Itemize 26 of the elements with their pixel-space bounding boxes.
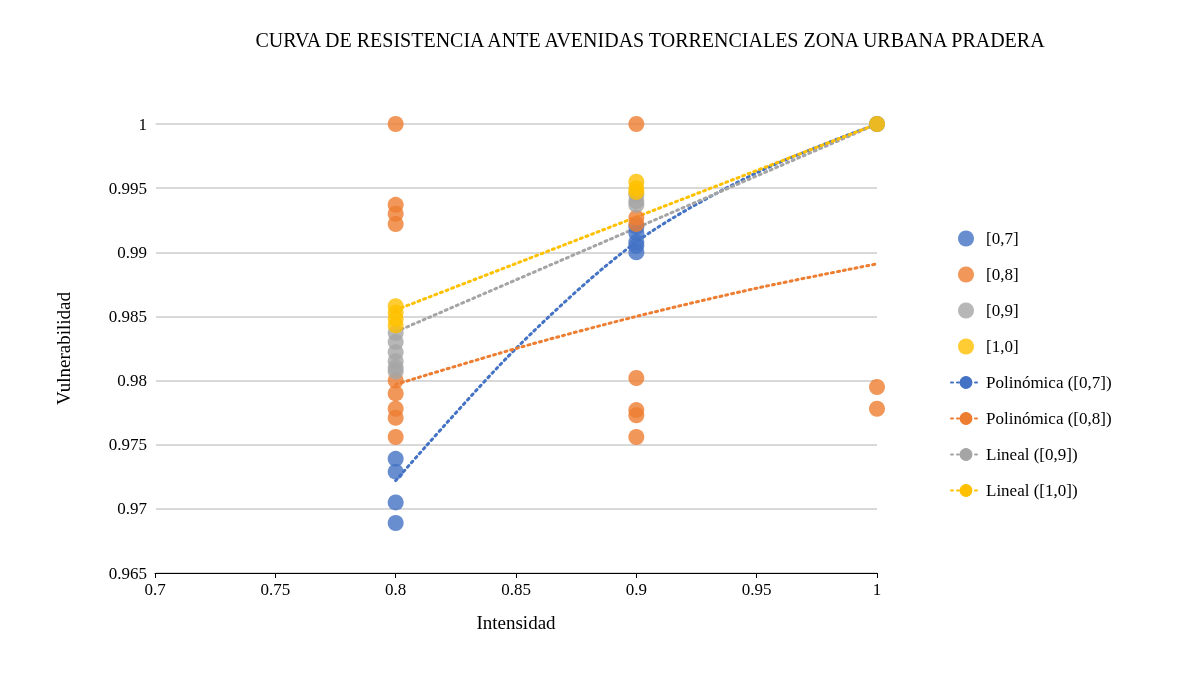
y-tick-label: 1 — [138, 114, 147, 134]
x-tick-label: 0.75 — [260, 580, 291, 599]
x-tick-label: 1 — [872, 580, 882, 599]
y-tick-label: 0.99 — [117, 242, 147, 262]
legend-label: Lineal ([1,0]) — [986, 481, 1078, 500]
legend-label: [0,9] — [986, 301, 1019, 320]
x-tick-label: 0.8 — [385, 580, 407, 599]
x-axis-title: Intensidad — [476, 612, 557, 633]
legend-label: Polinómica ([0,8]) — [986, 409, 1112, 428]
legend-label: Lineal ([0,9]) — [986, 445, 1078, 464]
x-tick-label: 0.9 — [625, 580, 647, 599]
y-tick-label: 0.975 — [108, 435, 147, 455]
legend-label: [0,7] — [986, 229, 1019, 248]
x-tick-label: 0.7 — [144, 580, 167, 599]
y-tick-label: 0.97 — [117, 499, 148, 519]
y-tick-label: 0.98 — [117, 371, 147, 391]
y-axis-title: Vulnerabilidad — [53, 291, 74, 405]
y-tick-label: 0.985 — [108, 306, 147, 326]
y-tick-label: 0.965 — [108, 563, 147, 583]
chart-title: CURVA DE RESISTENCIA ANTE AVENIDAS TORRENCIALES ZONA URBANA PRADERA — [255, 29, 1046, 51]
legend-label: [0,8] — [986, 265, 1019, 284]
legend-label: [1,0] — [986, 337, 1019, 356]
x-tick-label: 0.95 — [741, 580, 772, 599]
y-tick-label: 0.995 — [108, 178, 147, 198]
legend-label: Polinómica ([0,7]) — [986, 373, 1112, 392]
x-tick-label: 0.85 — [501, 580, 531, 599]
